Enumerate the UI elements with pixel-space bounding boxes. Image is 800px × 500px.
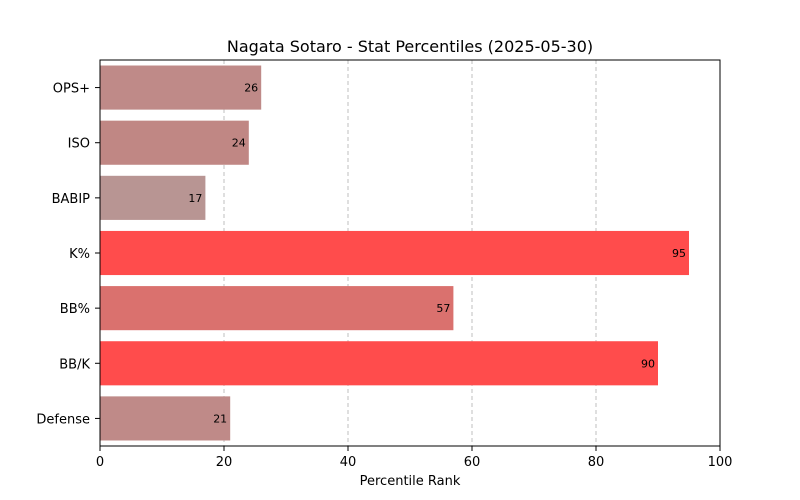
bars-group: 26 24 17 95 57 90 21	[100, 65, 689, 441]
data-label: 90	[641, 357, 655, 370]
x-tick-label: 100	[708, 455, 733, 470]
x-tick-label: 0	[96, 455, 104, 470]
y-tick-label: BB%	[60, 302, 90, 317]
data-label: 17	[188, 192, 202, 205]
data-label: 26	[244, 82, 258, 95]
data-label: 21	[213, 412, 227, 425]
y-tick-label: K%	[69, 247, 90, 262]
x-tick-label: 20	[216, 455, 233, 470]
y-tick-label: BABIP	[52, 192, 91, 207]
x-axis: 0 20 40 60 80 100	[96, 446, 733, 470]
chart-title: Nagata Sotaro - Stat Percentiles (2025-0…	[227, 37, 593, 56]
y-tick-label: Defense	[36, 412, 90, 427]
data-label: 57	[436, 302, 450, 315]
bar-defense	[100, 396, 231, 441]
x-tick-label: 60	[464, 455, 481, 470]
x-axis-label: Percentile Rank	[360, 474, 461, 489]
bar-bb-	[100, 286, 454, 331]
bar-k-	[100, 230, 689, 276]
bar-bb-k	[100, 341, 658, 386]
x-tick-label: 80	[588, 455, 605, 470]
y-axis: OPS+ ISO BABIP K% BB% BB/K Defense	[36, 82, 100, 427]
bar-ops-	[100, 65, 262, 110]
data-label: 24	[232, 137, 246, 150]
bar-iso	[100, 120, 249, 165]
y-tick-label: ISO	[68, 137, 90, 152]
bar-babip	[100, 175, 206, 220]
y-tick-label: OPS+	[53, 82, 90, 97]
data-label: 95	[672, 247, 686, 260]
y-tick-label: BB/K	[59, 357, 90, 372]
x-tick-label: 40	[340, 455, 357, 470]
